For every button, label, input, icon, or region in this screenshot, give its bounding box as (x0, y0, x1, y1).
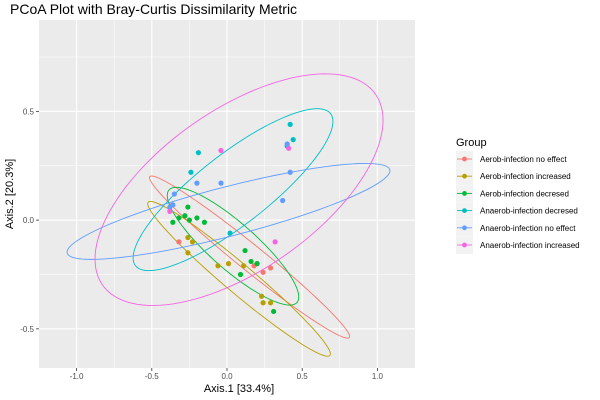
data-point (258, 293, 265, 299)
data-point (272, 239, 278, 245)
chart-title: PCoA Plot with Bray-Curtis Dissimilarity… (10, 1, 297, 17)
data-point (176, 239, 182, 245)
data-point (201, 219, 208, 225)
data-point (287, 169, 293, 175)
data-point (185, 204, 191, 210)
y-tick-label: 0.0 (23, 216, 35, 225)
legend-title: Group (456, 137, 487, 149)
data-point (218, 147, 224, 154)
data-point (167, 208, 173, 214)
grid-lines (39, 20, 415, 368)
data-point (170, 219, 176, 225)
confidence-ellipses (66, 73, 391, 357)
data-point (171, 191, 177, 197)
data-point (185, 250, 191, 256)
y-tick-label: -0.5 (20, 325, 34, 334)
data-point (284, 141, 290, 147)
legend-marker (462, 225, 467, 231)
data-point (195, 150, 202, 156)
data-point (188, 169, 194, 175)
legend-items: Aerob-infection no effect Aerob-infection… (456, 151, 580, 254)
data-point (227, 230, 233, 236)
legend-label: Aerob-infection increased (480, 172, 571, 181)
legend: Group Aerob-infection no effectAerob-inf… (456, 137, 580, 254)
data-points (167, 121, 296, 315)
legend-marker (462, 208, 467, 214)
x-tick-label: 0.0 (221, 372, 233, 381)
y-tick-label: 0.5 (23, 107, 35, 116)
legend-marker (462, 242, 467, 248)
data-point (248, 258, 254, 265)
x-tick-label: 1.0 (372, 372, 384, 381)
data-point (268, 300, 274, 306)
legend-marker (462, 156, 467, 162)
x-axis-label: Axis.1 [33.4%] (204, 383, 274, 395)
ellipse (132, 108, 334, 272)
data-point (176, 215, 182, 221)
ellipse (149, 175, 351, 339)
data-point (185, 234, 191, 241)
legend-label: Anaerob-infection no effect (480, 224, 576, 233)
data-point (280, 197, 286, 204)
data-point (240, 263, 247, 269)
legend-label: Aerob-infection decresed (480, 189, 569, 198)
axis-ticks: -1.0 -0.5 0.0 0.5 1.0 -0.5 0.0 0.5 (20, 107, 383, 381)
ellipse (66, 162, 391, 260)
legend-label: Anaerob-infection decresed (480, 207, 578, 216)
data-point (287, 121, 293, 127)
data-point (189, 239, 196, 245)
data-point (194, 215, 200, 221)
data-point (237, 271, 244, 278)
legend-label: Anaerob-infection increased (480, 241, 580, 250)
data-point (215, 263, 221, 269)
data-point (286, 145, 292, 151)
data-point (186, 217, 192, 223)
data-point (290, 137, 296, 143)
legend-label: Aerob-infection no effect (480, 155, 567, 164)
data-point (271, 308, 277, 315)
data-point (242, 247, 248, 254)
data-point (194, 180, 200, 186)
x-tick-label: -0.5 (145, 372, 159, 381)
data-point (260, 269, 266, 275)
data-point (225, 261, 232, 267)
data-point (182, 213, 188, 219)
ellipse (166, 186, 300, 306)
x-tick-label: 0.5 (297, 372, 309, 381)
legend-marker (462, 173, 467, 179)
ellipse (94, 73, 384, 306)
data-point (254, 261, 260, 267)
data-point (218, 180, 224, 186)
data-point (260, 300, 266, 306)
y-axis-label: Axis.2 [20.3%] (4, 159, 16, 229)
data-point (167, 204, 173, 210)
legend-marker (462, 191, 467, 196)
x-tick-label: -1.0 (70, 372, 84, 381)
data-point (268, 265, 274, 271)
